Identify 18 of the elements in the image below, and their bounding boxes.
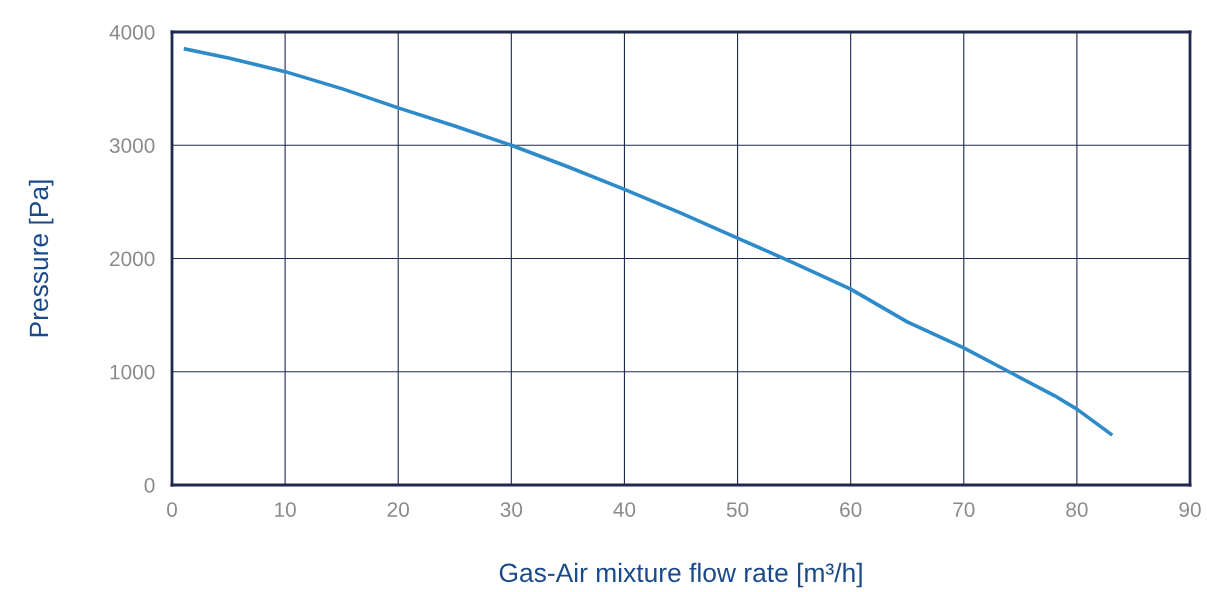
y-tick-label: 1000: [110, 364, 155, 380]
y-tick-label: 3000: [109, 138, 155, 153]
y-tick-label: 0: [144, 478, 155, 493]
y-axis-title: Pressure [Pa]: [28, 180, 54, 337]
x-tick-label: 20: [387, 502, 409, 517]
x-tick-label: 60: [840, 502, 862, 517]
line-series: [183, 47, 1113, 436]
x-tick-label: 50: [726, 502, 749, 517]
x-tick-label: 90: [1179, 502, 1201, 517]
x-tick-label: 0: [167, 502, 177, 517]
y-tick-label: 2000: [110, 251, 155, 267]
x-tick-label: 40: [613, 502, 636, 517]
x-axis-title: Gas-Air mixture flow rate [m³/h]: [499, 562, 862, 588]
y-tick-label: 4000: [109, 25, 155, 40]
x-tick-label: 70: [953, 502, 975, 517]
x-tick-label: 80: [1066, 502, 1088, 517]
x-tick-label: 30: [500, 502, 523, 517]
x-tick-label: 10: [275, 502, 296, 517]
